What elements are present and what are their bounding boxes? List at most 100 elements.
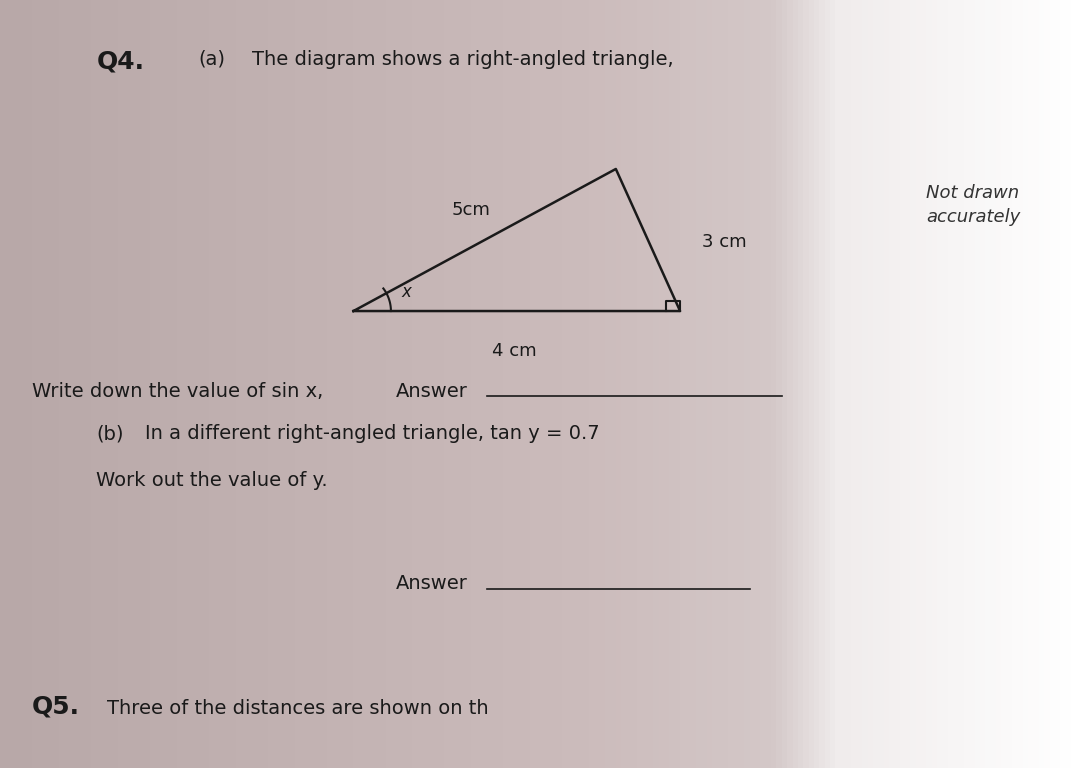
Bar: [16, 0, 22, 768]
Bar: [300, 0, 306, 768]
Bar: [830, 0, 836, 768]
Bar: [760, 0, 767, 768]
Bar: [91, 0, 97, 768]
Bar: [793, 0, 799, 768]
Text: (b): (b): [96, 425, 124, 443]
Bar: [375, 0, 381, 768]
Bar: [321, 0, 328, 768]
Text: Q5.: Q5.: [32, 694, 80, 718]
Bar: [412, 0, 419, 768]
Bar: [161, 0, 167, 768]
Bar: [348, 0, 355, 768]
Bar: [27, 0, 33, 768]
Bar: [942, 0, 949, 768]
Bar: [964, 0, 970, 768]
Bar: [669, 0, 676, 768]
Bar: [80, 0, 87, 768]
Bar: [659, 0, 665, 768]
Bar: [246, 0, 253, 768]
Bar: [926, 0, 933, 768]
Bar: [5, 0, 12, 768]
Bar: [696, 0, 703, 768]
Text: x: x: [402, 283, 411, 301]
Bar: [11, 0, 17, 768]
Bar: [311, 0, 317, 768]
Bar: [771, 0, 778, 768]
Bar: [637, 0, 644, 768]
Bar: [894, 0, 901, 768]
Bar: [487, 0, 494, 768]
Bar: [0, 0, 6, 768]
Bar: [332, 0, 338, 768]
Bar: [203, 0, 210, 768]
Text: 4 cm: 4 cm: [492, 342, 537, 359]
Bar: [803, 0, 810, 768]
Bar: [627, 0, 633, 768]
Bar: [846, 0, 853, 768]
Bar: [214, 0, 221, 768]
Bar: [252, 0, 258, 768]
Bar: [155, 0, 162, 768]
Bar: [884, 0, 890, 768]
Bar: [734, 0, 740, 768]
Bar: [150, 0, 156, 768]
Bar: [386, 0, 392, 768]
Bar: [814, 0, 820, 768]
Bar: [953, 0, 960, 768]
Bar: [59, 0, 65, 768]
Bar: [739, 0, 745, 768]
Bar: [557, 0, 563, 768]
Bar: [466, 0, 472, 768]
Bar: [841, 0, 847, 768]
Bar: [610, 0, 617, 768]
Bar: [182, 0, 188, 768]
Bar: [343, 0, 349, 768]
Bar: [680, 0, 687, 768]
Bar: [418, 0, 424, 768]
Bar: [825, 0, 831, 768]
Bar: [21, 0, 28, 768]
Bar: [536, 0, 542, 768]
Bar: [519, 0, 526, 768]
Bar: [455, 0, 462, 768]
Bar: [64, 0, 71, 768]
Bar: [268, 0, 274, 768]
Bar: [353, 0, 360, 768]
Bar: [337, 0, 344, 768]
Bar: [1039, 0, 1045, 768]
Bar: [70, 0, 76, 768]
Bar: [632, 0, 638, 768]
Bar: [450, 0, 456, 768]
Bar: [857, 0, 863, 768]
Bar: [278, 0, 285, 768]
Bar: [129, 0, 135, 768]
Bar: [209, 0, 215, 768]
Text: Write down the value of sin x,: Write down the value of sin x,: [32, 382, 323, 401]
Bar: [948, 0, 954, 768]
Bar: [295, 0, 301, 768]
Bar: [648, 0, 654, 768]
Bar: [980, 0, 986, 768]
Bar: [1066, 0, 1071, 768]
Bar: [236, 0, 242, 768]
Bar: [975, 0, 981, 768]
Bar: [782, 0, 788, 768]
Bar: [573, 0, 579, 768]
Bar: [578, 0, 585, 768]
Bar: [514, 0, 521, 768]
Bar: [878, 0, 885, 768]
Bar: [262, 0, 269, 768]
Bar: [241, 0, 247, 768]
Bar: [369, 0, 376, 768]
Bar: [921, 0, 927, 768]
Bar: [134, 0, 140, 768]
Bar: [873, 0, 879, 768]
Bar: [112, 0, 119, 768]
Bar: [439, 0, 446, 768]
Bar: [776, 0, 783, 768]
Bar: [910, 0, 917, 768]
Bar: [744, 0, 751, 768]
Bar: [230, 0, 237, 768]
Bar: [434, 0, 440, 768]
Bar: [145, 0, 151, 768]
